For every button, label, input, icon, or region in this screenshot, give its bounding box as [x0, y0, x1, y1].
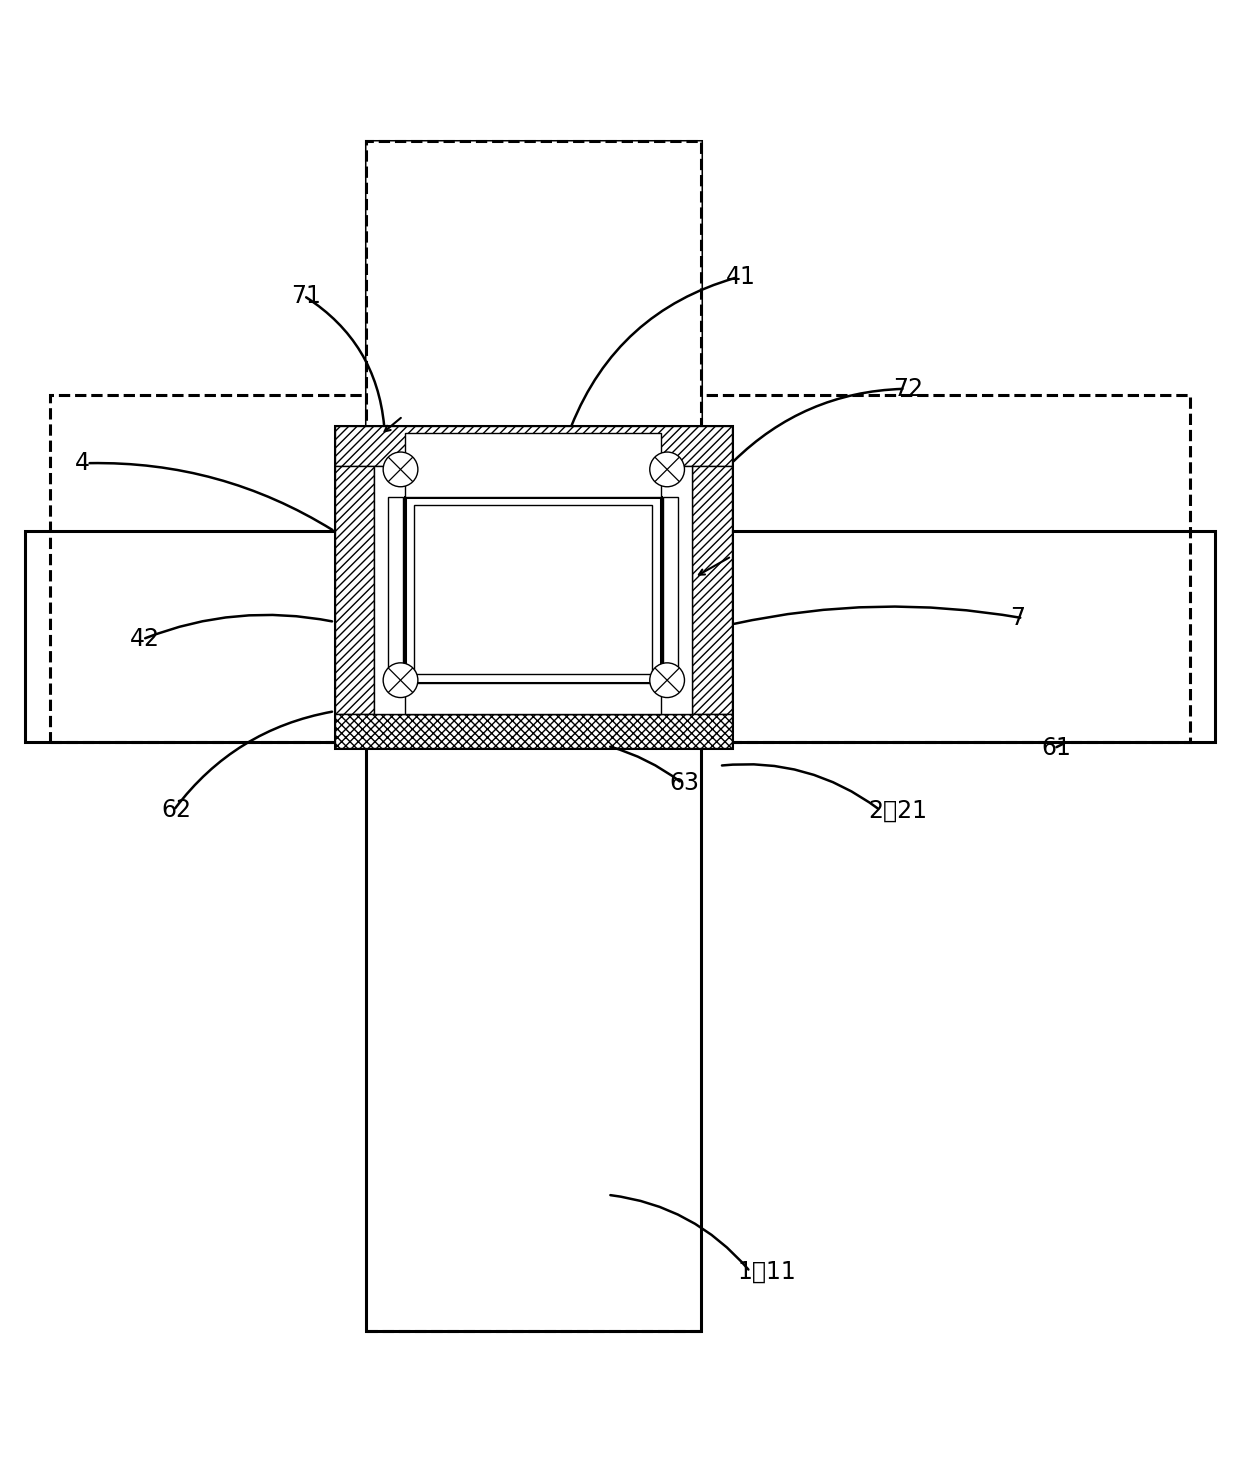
- Text: 1、11: 1、11: [738, 1260, 796, 1284]
- Bar: [692, 465, 732, 714]
- Bar: [405, 433, 661, 496]
- Circle shape: [383, 662, 418, 698]
- Text: 72: 72: [893, 377, 923, 400]
- Bar: [366, 141, 701, 531]
- Text: 42: 42: [130, 627, 160, 651]
- Bar: [366, 141, 701, 1331]
- Bar: [25, 531, 1215, 742]
- Text: 7: 7: [1011, 606, 1025, 630]
- Text: 2、21: 2、21: [868, 798, 928, 823]
- Bar: [335, 465, 374, 714]
- Text: 41: 41: [725, 265, 755, 289]
- Bar: [335, 425, 732, 465]
- Text: 61: 61: [1042, 736, 1071, 761]
- Circle shape: [650, 662, 684, 698]
- Bar: [335, 714, 732, 748]
- Text: 62: 62: [161, 798, 191, 823]
- Bar: [374, 465, 692, 714]
- Text: 63: 63: [670, 771, 699, 795]
- Bar: [335, 425, 732, 748]
- Text: 71: 71: [291, 284, 321, 308]
- Bar: [663, 496, 678, 683]
- Bar: [388, 496, 403, 683]
- Circle shape: [383, 452, 418, 487]
- Bar: [405, 683, 661, 714]
- Bar: [50, 394, 1190, 742]
- Bar: [414, 505, 652, 674]
- Circle shape: [650, 452, 684, 487]
- Bar: [405, 496, 661, 683]
- Text: 4: 4: [74, 452, 89, 475]
